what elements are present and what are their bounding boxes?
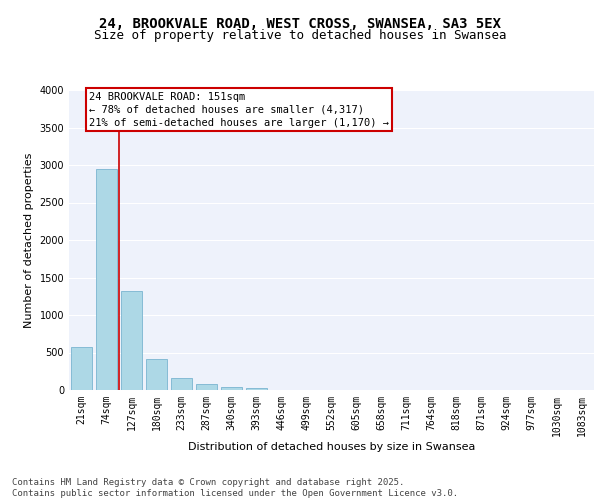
Bar <box>146 358 167 390</box>
Bar <box>96 169 117 390</box>
Text: 24, BROOKVALE ROAD, WEST CROSS, SWANSEA, SA3 5EX: 24, BROOKVALE ROAD, WEST CROSS, SWANSEA,… <box>99 18 501 32</box>
Bar <box>196 384 217 390</box>
Text: 24 BROOKVALE ROAD: 151sqm
← 78% of detached houses are smaller (4,317)
21% of se: 24 BROOKVALE ROAD: 151sqm ← 78% of detac… <box>89 92 389 128</box>
Bar <box>71 346 92 390</box>
Text: Contains HM Land Registry data © Crown copyright and database right 2025.
Contai: Contains HM Land Registry data © Crown c… <box>12 478 458 498</box>
Y-axis label: Number of detached properties: Number of detached properties <box>24 152 34 328</box>
Bar <box>171 378 192 390</box>
X-axis label: Distribution of detached houses by size in Swansea: Distribution of detached houses by size … <box>188 442 475 452</box>
Bar <box>221 386 242 390</box>
Bar <box>121 291 142 390</box>
Text: Size of property relative to detached houses in Swansea: Size of property relative to detached ho… <box>94 29 506 42</box>
Bar <box>246 388 267 390</box>
